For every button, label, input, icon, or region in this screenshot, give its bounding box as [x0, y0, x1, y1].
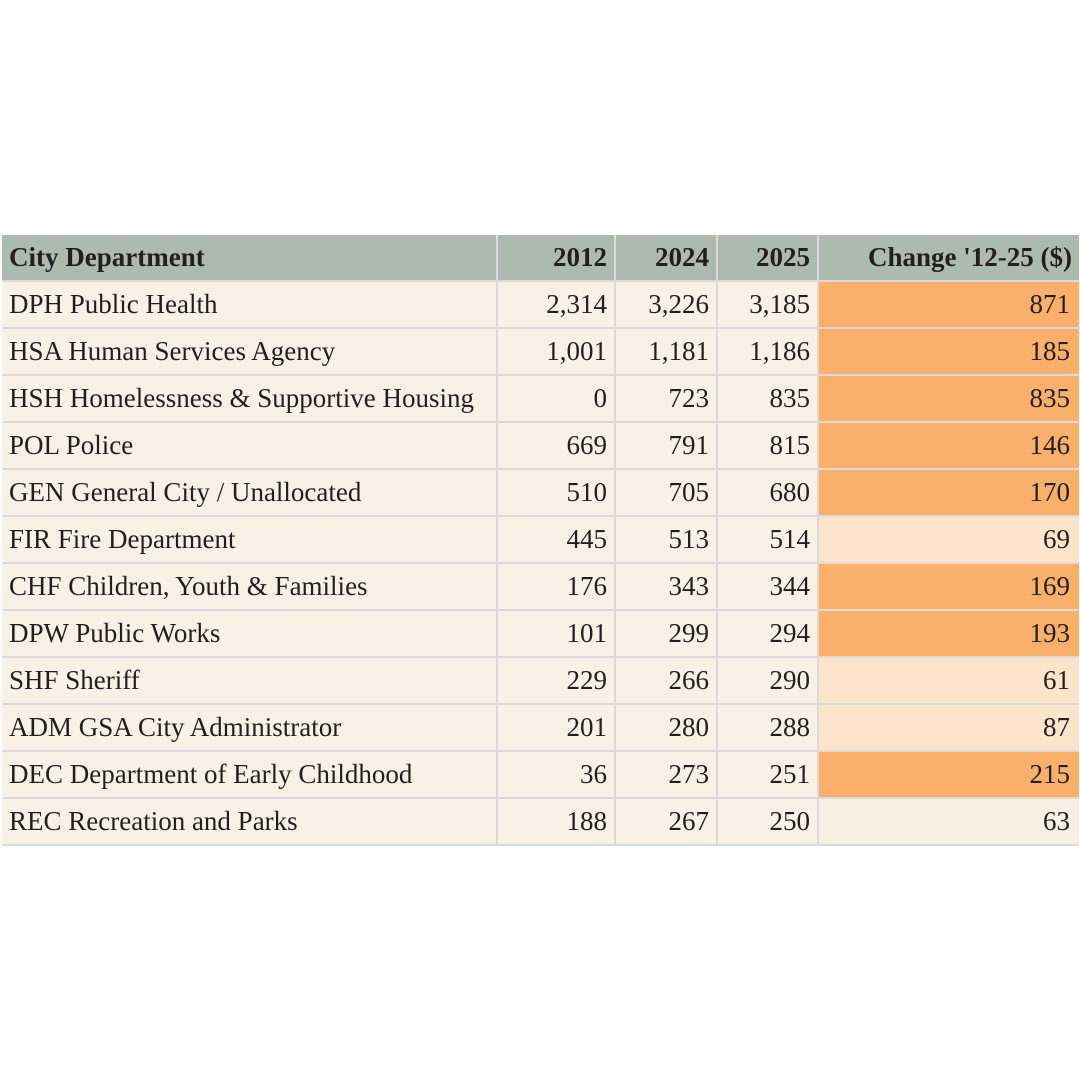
value-2012-cell: 1,001 [497, 328, 616, 376]
value-2012-cell: 101 [497, 610, 616, 658]
value-2024-cell: 1,181 [615, 328, 718, 376]
department-cell: DEC Department of Early Childhood [2, 751, 498, 799]
header-2025: 2025 [717, 235, 819, 282]
value-2012-cell: 188 [497, 798, 616, 846]
value-2024-cell: 705 [615, 469, 718, 517]
change-cell: 61 [818, 657, 1079, 705]
value-2012-cell: 445 [497, 516, 616, 564]
value-2024-cell: 791 [615, 422, 718, 470]
table-row: CHF Children, Youth & Families 176 343 344 1… [2, 563, 1079, 611]
value-2012-cell: 176 [497, 563, 616, 611]
header-2012: 2012 [497, 235, 616, 282]
change-cell: 87 [818, 704, 1079, 752]
table-row: HSA Human Services Agency 1,001 1,181 1,186… [2, 328, 1079, 376]
table-row: SHF Sheriff 229 266 290 61 [2, 657, 1079, 705]
department-cell: FIR Fire Department [2, 516, 498, 564]
header-row: City Department 2012 2024 2025 Change '1… [2, 235, 1079, 282]
change-cell: 215 [818, 751, 1079, 799]
department-cell: SHF Sheriff [2, 657, 498, 705]
value-2012-cell: 669 [497, 422, 616, 470]
table-body: DPH Public Health 2,314 3,226 3,185 871 HSA H… [2, 281, 1079, 846]
table-row: DPH Public Health 2,314 3,226 3,185 871 [2, 281, 1079, 329]
table-row: ADM GSA City Administrator 201 280 288 87 [2, 704, 1079, 752]
header-city-department: City Department [2, 235, 498, 282]
table-row: DEC Department of Early Childhood 36 273 25… [2, 751, 1079, 799]
value-2024-cell: 267 [615, 798, 718, 846]
value-2012-cell: 36 [497, 751, 616, 799]
budget-table: City Department 2012 2024 2025 Change '1… [2, 235, 1079, 846]
value-2024-cell: 3,226 [615, 281, 718, 329]
value-2024-cell: 343 [615, 563, 718, 611]
value-2025-cell: 815 [717, 422, 819, 470]
value-2024-cell: 266 [615, 657, 718, 705]
change-cell: 185 [818, 328, 1079, 376]
change-cell: 69 [818, 516, 1079, 564]
table-row: REC Recreation and Parks 188 267 250 63 [2, 798, 1079, 846]
value-2025-cell: 514 [717, 516, 819, 564]
department-cell: CHF Children, Youth & Families [2, 563, 498, 611]
header-2024: 2024 [615, 235, 718, 282]
value-2025-cell: 290 [717, 657, 819, 705]
department-cell: REC Recreation and Parks [2, 798, 498, 846]
change-cell: 871 [818, 281, 1079, 329]
department-cell: ADM GSA City Administrator [2, 704, 498, 752]
change-cell: 170 [818, 469, 1079, 517]
change-cell: 63 [818, 798, 1079, 846]
table-row: GEN General City / Unallocated 510 705 680 1… [2, 469, 1079, 517]
value-2012-cell: 229 [497, 657, 616, 705]
value-2025-cell: 835 [717, 375, 819, 423]
value-2025-cell: 1,186 [717, 328, 819, 376]
table-row: FIR Fire Department 445 513 514 69 [2, 516, 1079, 564]
value-2025-cell: 250 [717, 798, 819, 846]
value-2012-cell: 2,314 [497, 281, 616, 329]
change-cell: 835 [818, 375, 1079, 423]
department-cell: POL Police [2, 422, 498, 470]
department-cell: HSA Human Services Agency [2, 328, 498, 376]
value-2024-cell: 299 [615, 610, 718, 658]
value-2025-cell: 3,185 [717, 281, 819, 329]
value-2024-cell: 280 [615, 704, 718, 752]
table-row: DPW Public Works 101 299 294 193 [2, 610, 1079, 658]
value-2012-cell: 510 [497, 469, 616, 517]
department-cell: DPW Public Works [2, 610, 498, 658]
value-2024-cell: 513 [615, 516, 718, 564]
department-cell: GEN General City / Unallocated [2, 469, 498, 517]
change-cell: 193 [818, 610, 1079, 658]
value-2025-cell: 251 [717, 751, 819, 799]
value-2012-cell: 0 [497, 375, 616, 423]
value-2024-cell: 723 [615, 375, 718, 423]
value-2025-cell: 294 [717, 610, 819, 658]
department-cell: HSH Homelessness & Supportive Housing [2, 375, 498, 423]
value-2024-cell: 273 [615, 751, 718, 799]
table-row: HSH Homelessness & Supportive Housing 0 72… [2, 375, 1079, 423]
change-cell: 169 [818, 563, 1079, 611]
department-cell: DPH Public Health [2, 281, 498, 329]
value-2025-cell: 680 [717, 469, 819, 517]
value-2025-cell: 344 [717, 563, 819, 611]
header-change: Change '12-25 ($) [818, 235, 1079, 282]
table-row: POL Police 669 791 815 146 [2, 422, 1079, 470]
value-2012-cell: 201 [497, 704, 616, 752]
value-2025-cell: 288 [717, 704, 819, 752]
change-cell: 146 [818, 422, 1079, 470]
